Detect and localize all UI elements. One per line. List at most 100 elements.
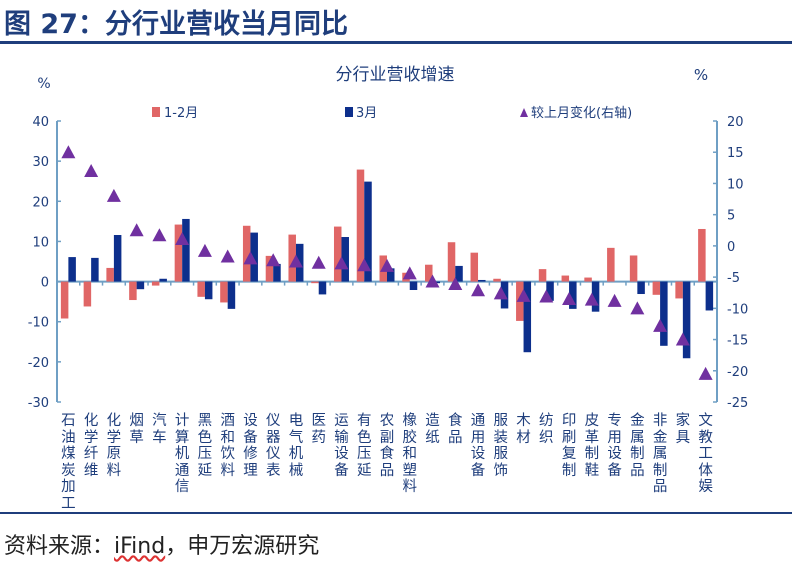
bar-1-2: [220, 281, 228, 303]
x-tick-label: 医药: [311, 413, 326, 446]
x-tick-label: 印刷复制: [561, 413, 577, 479]
x-tick-label: 家具: [675, 413, 691, 446]
bar-1-2: [584, 277, 592, 282]
change-marker: [425, 274, 440, 288]
bar-1-2: [265, 255, 274, 282]
right-unit: %: [694, 66, 708, 84]
bar-3: [227, 281, 236, 309]
bar-1-2: [311, 281, 319, 284]
change-marker: [584, 292, 599, 306]
left-tick-label: -20: [28, 356, 49, 371]
change-marker: [61, 145, 76, 159]
x-tick-label: 造纸: [425, 413, 440, 446]
bar-1-2: [607, 247, 615, 282]
bar-1-2: [470, 252, 479, 282]
bar-3: [387, 268, 395, 282]
change-marker: [266, 253, 281, 267]
bar-3: [182, 218, 190, 282]
change-marker: [653, 318, 668, 332]
change-marker: [84, 163, 99, 177]
x-tick-label: 农副食品: [379, 413, 395, 479]
legend-label-1-2: 1-2月: [164, 106, 198, 121]
bar-3: [705, 281, 714, 311]
bar-1-2: [425, 264, 433, 282]
x-tick-label: 食品: [448, 413, 463, 446]
bar-3: [250, 232, 258, 282]
bar-3: [273, 263, 281, 282]
bar-1-2: [447, 242, 456, 282]
right-tick-label: 0: [727, 240, 735, 255]
change-marker: [448, 276, 463, 290]
bar-1-2: [288, 234, 296, 282]
legend-triangle-icon: [520, 108, 528, 117]
x-tick-label: 化学原料: [106, 413, 122, 479]
legend-swatch-1-2: [152, 107, 160, 117]
change-marker: [471, 283, 486, 297]
left-tick-label: -30: [28, 396, 49, 411]
right-tick-label: 15: [727, 146, 744, 161]
title-divider: [0, 41, 792, 44]
change-marker: [220, 249, 235, 263]
x-tick-label: 酒和饮料: [220, 413, 235, 479]
chart: 分行业营收增速 % % 1-2月 3月 较上月变化(右轴) 40 30 20 10 0 -…: [28, 65, 748, 411]
change-marker: [106, 188, 121, 202]
source-prefix: 资料来源：: [4, 534, 115, 559]
bar-3: [569, 281, 577, 309]
bar-1-2: [698, 228, 706, 282]
bar-1-2: [151, 281, 160, 286]
legend-label-change: 较上月变化(右轴): [531, 105, 632, 121]
source-note: 资料来源：iFind，申万宏源研究: [4, 528, 319, 560]
x-tick-label: 专用设备: [607, 413, 622, 479]
footer-divider: [0, 512, 792, 514]
bar-1-2: [197, 281, 205, 297]
chart-title: 分行业营收增速: [336, 65, 455, 85]
left-tick-label: 20: [32, 195, 49, 210]
x-tick-label: 橡胶和塑料: [402, 413, 418, 495]
bar-1-2: [106, 267, 114, 282]
bar-1-2: [242, 225, 251, 282]
bar-1-2: [333, 226, 342, 282]
source-brand: iFind: [114, 534, 166, 559]
bar-1-2: [561, 275, 570, 282]
bar-3: [159, 278, 167, 282]
left-tick-label: 10: [32, 235, 49, 250]
x-tick-label: 计算机通信: [174, 413, 190, 495]
bar-3: [136, 281, 145, 290]
x-tick-label: 电气机械: [288, 413, 304, 479]
change-marker: [197, 243, 212, 257]
source-suffix: ，申万宏源研究: [165, 534, 320, 559]
figure-title: 图 27：分行业营收当月同比: [4, 9, 348, 40]
x-tick-label: 通用设备: [470, 413, 486, 479]
change-marker: [311, 255, 326, 269]
right-tick-label: -5: [727, 271, 740, 286]
x-tick-label: 设备修理: [243, 413, 258, 479]
legend: 1-2月 3月 较上月变化(右轴): [152, 105, 632, 121]
bar-3: [682, 281, 691, 359]
right-tick-label: -25: [727, 396, 748, 411]
bar-3: [409, 281, 418, 291]
x-tick-label: 运输设备: [334, 413, 349, 479]
bar-3: [455, 265, 463, 282]
change-marker: [243, 251, 258, 265]
bar-3: [91, 257, 99, 282]
change-marker: [516, 288, 531, 302]
change-marker: [288, 254, 303, 268]
bar-3: [478, 279, 486, 282]
x-tick-label: 皮革制鞋: [584, 413, 600, 479]
bar-1-2: [60, 281, 69, 319]
bar-3: [546, 281, 554, 301]
bar-1-2: [629, 255, 638, 282]
left-tick-label: 40: [32, 115, 49, 130]
right-tick-label: -20: [727, 365, 748, 380]
bar-3: [68, 257, 76, 282]
x-tick-label: 服装服饰: [493, 413, 509, 479]
bar-1-2: [83, 281, 92, 307]
x-tick-label: 仪器仪表: [265, 413, 281, 479]
bar-1-2: [652, 281, 661, 295]
bar-1-2: [356, 169, 365, 282]
left-tick-label: -10: [28, 316, 49, 331]
x-tick-label: 非金属制品: [652, 413, 668, 495]
change-marker: [698, 366, 713, 380]
bar-3: [113, 235, 122, 282]
